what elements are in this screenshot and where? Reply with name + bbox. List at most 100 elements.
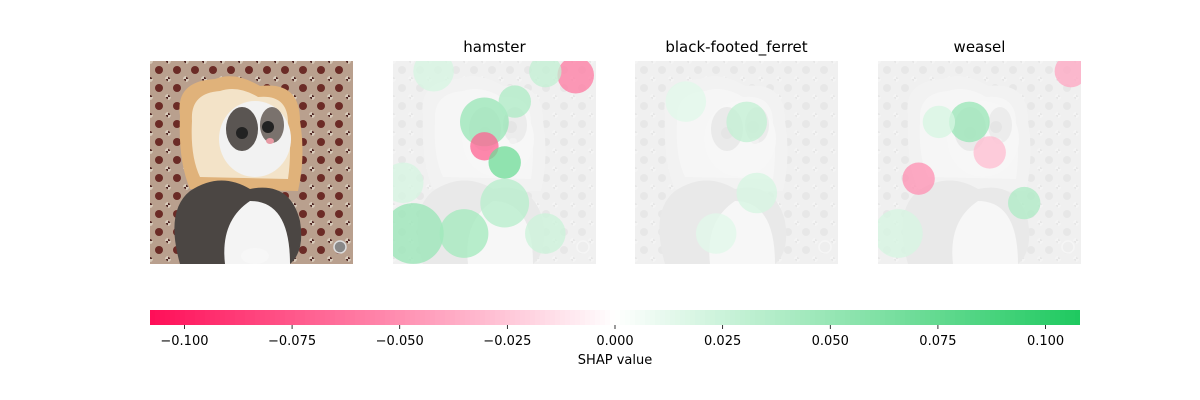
colorbar-tick-label: 0.025 bbox=[704, 334, 741, 349]
colorbar-cell bbox=[945, 310, 951, 325]
colorbar-cell bbox=[840, 310, 846, 325]
colorbar-cell bbox=[195, 310, 201, 325]
colorbar-cell bbox=[935, 310, 941, 325]
colorbar-cell bbox=[505, 310, 511, 325]
colorbar-cell bbox=[825, 310, 831, 325]
colorbar-cell bbox=[605, 310, 611, 325]
colorbar-cell bbox=[170, 310, 176, 325]
colorbar-cell bbox=[550, 310, 556, 325]
colorbar-cell bbox=[315, 310, 321, 325]
colorbar-cell bbox=[270, 310, 276, 325]
colorbar-cell bbox=[410, 310, 416, 325]
colorbar-cell bbox=[280, 310, 286, 325]
colorbar-cell bbox=[185, 310, 191, 325]
colorbar-cell bbox=[885, 310, 891, 325]
colorbar-cell bbox=[940, 310, 946, 325]
colorbar-cell bbox=[420, 310, 426, 325]
colorbar-cell bbox=[730, 310, 736, 325]
colorbar-cell bbox=[390, 310, 396, 325]
shap-segment bbox=[695, 213, 737, 254]
colorbar-cell bbox=[485, 310, 491, 325]
colorbar-cell bbox=[955, 310, 961, 325]
colorbar-cell bbox=[640, 310, 646, 325]
colorbar-cell bbox=[525, 310, 531, 325]
colorbar-cell bbox=[880, 310, 886, 325]
colorbar-cell bbox=[565, 310, 571, 325]
shap-heatmap-black-footed-ferret bbox=[635, 61, 838, 264]
colorbar-cell bbox=[960, 310, 966, 325]
shap-segment bbox=[736, 172, 778, 214]
colorbar-cell bbox=[770, 310, 776, 325]
colorbar-cell bbox=[500, 310, 506, 325]
colorbar-cell bbox=[450, 310, 456, 325]
colorbar-cell bbox=[535, 310, 541, 325]
colorbar-cell bbox=[370, 310, 376, 325]
shap-segment bbox=[498, 85, 531, 118]
colorbar-cell bbox=[965, 310, 971, 325]
colorbar-cell bbox=[630, 310, 636, 325]
colorbar-cell bbox=[395, 310, 401, 325]
colorbar-cell bbox=[680, 310, 686, 325]
colorbar-cell bbox=[915, 310, 921, 325]
colorbar-cell bbox=[475, 310, 481, 325]
colorbar-cell bbox=[775, 310, 781, 325]
colorbar-cell bbox=[290, 310, 296, 325]
colorbar-cell bbox=[975, 310, 981, 325]
shap-heatmap-hamster bbox=[393, 61, 596, 264]
colorbar-cell bbox=[265, 310, 271, 325]
colorbar-cell bbox=[1065, 310, 1071, 325]
colorbar-cell bbox=[855, 310, 861, 325]
colorbar-cell bbox=[325, 310, 331, 325]
colorbar-cell bbox=[300, 310, 306, 325]
colorbar-cell bbox=[380, 310, 386, 325]
colorbar-cell bbox=[350, 310, 356, 325]
colorbar-cell bbox=[725, 310, 731, 325]
shap-segment bbox=[1054, 61, 1081, 88]
colorbar-cell bbox=[720, 310, 726, 325]
colorbar-cell bbox=[910, 310, 916, 325]
colorbar-cell bbox=[635, 310, 641, 325]
colorbar-cell bbox=[165, 310, 171, 325]
colorbar-cell bbox=[995, 310, 1001, 325]
colorbar-cell bbox=[150, 310, 156, 325]
colorbar-cell bbox=[320, 310, 326, 325]
colorbar-cell bbox=[750, 310, 756, 325]
colorbar-cell bbox=[310, 310, 316, 325]
colorbar-cell bbox=[445, 310, 451, 325]
colorbar-tick-label: 0.000 bbox=[596, 334, 633, 349]
colorbar-cell bbox=[285, 310, 291, 325]
colorbar-cell bbox=[850, 310, 856, 325]
heatmap-canvas bbox=[393, 61, 596, 264]
colorbar-cell bbox=[345, 310, 351, 325]
colorbar-cell bbox=[925, 310, 931, 325]
colorbar-cell bbox=[570, 310, 576, 325]
colorbar-cell bbox=[970, 310, 976, 325]
colorbar-cell bbox=[430, 310, 436, 325]
shap-segment bbox=[529, 61, 562, 88]
colorbar-cell bbox=[905, 310, 911, 325]
shap-segment bbox=[665, 81, 707, 122]
colorbar-cell bbox=[460, 310, 466, 325]
shap-segment bbox=[922, 105, 956, 139]
colorbar-cell bbox=[705, 310, 711, 325]
colorbar-cell bbox=[175, 310, 181, 325]
heatmap-canvas bbox=[635, 61, 838, 264]
colorbar-cell bbox=[1045, 310, 1051, 325]
colorbar-cell bbox=[845, 310, 851, 325]
colorbar-cell bbox=[200, 310, 206, 325]
colorbar-cell bbox=[800, 310, 806, 325]
colorbar-cell bbox=[785, 310, 791, 325]
colorbar-cell bbox=[365, 310, 371, 325]
colorbar-cell bbox=[560, 310, 566, 325]
colorbar-cell bbox=[670, 310, 676, 325]
colorbar-cell bbox=[805, 310, 811, 325]
colorbar-cell bbox=[470, 310, 476, 325]
colorbar-cell bbox=[240, 310, 246, 325]
colorbar-cell bbox=[215, 310, 221, 325]
colorbar-cell bbox=[665, 310, 671, 325]
colorbar-cell bbox=[255, 310, 261, 325]
colorbar-cell bbox=[495, 310, 501, 325]
colorbar-cell bbox=[540, 310, 546, 325]
colorbar-cell bbox=[530, 310, 536, 325]
colorbar-cell bbox=[745, 310, 751, 325]
